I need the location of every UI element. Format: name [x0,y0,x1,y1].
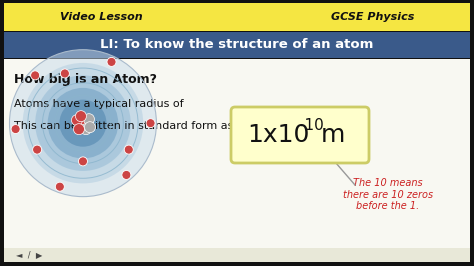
Text: Atoms have a typical radius of: Atoms have a typical radius of [14,99,187,109]
Circle shape [75,111,86,122]
Circle shape [23,63,143,184]
Circle shape [146,119,155,128]
Text: How big is an Atom?: How big is an Atom? [14,73,157,86]
Text: -10: -10 [299,118,324,132]
Text: Video Lesson: Video Lesson [60,12,143,22]
Circle shape [35,76,131,171]
Circle shape [31,71,40,80]
Text: m: m [321,123,346,147]
Circle shape [73,124,84,135]
FancyBboxPatch shape [231,107,369,163]
Circle shape [72,115,82,126]
Circle shape [122,171,131,180]
Bar [4,3,470,31]
Circle shape [9,50,156,197]
Bar [4,59,470,262]
Bar [4,248,470,262]
Circle shape [33,145,42,154]
Bar [4,32,470,58]
Circle shape [124,145,133,154]
Circle shape [81,124,91,135]
Text: LI: To know the structure of an atom: LI: To know the structure of an atom [100,39,374,52]
Text: The 10 means
there are 10 zeros
before the 1.: The 10 means there are 10 zeros before t… [343,178,433,211]
Circle shape [59,100,107,147]
Circle shape [77,118,89,129]
Text: ◄  /  ▶: ◄ / ▶ [16,251,42,260]
Text: This can be written in standard form as: This can be written in standard form as [14,121,237,131]
Circle shape [48,88,118,159]
Circle shape [60,69,69,78]
Circle shape [11,124,20,134]
Circle shape [107,57,116,66]
Text: 1x10: 1x10 [247,123,310,147]
Circle shape [83,114,94,125]
Circle shape [84,122,95,133]
Circle shape [55,182,64,191]
Circle shape [79,157,87,166]
Text: GCSE Physics: GCSE Physics [331,12,414,22]
